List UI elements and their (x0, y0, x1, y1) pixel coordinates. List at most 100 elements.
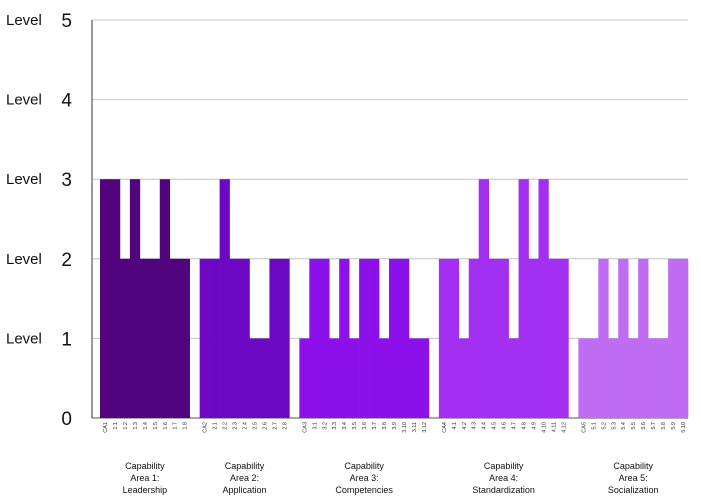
x-tick-3.4: 3.4 (342, 422, 348, 430)
x-tick-5.4: 5.4 (621, 422, 627, 430)
capability-area-1-label-line-3: Leadership (123, 485, 168, 495)
bar-CA1 (100, 179, 111, 418)
bar-4.9 (528, 258, 539, 418)
bar-1.6 (159, 179, 171, 418)
x-tick-3.1: 3.1 (312, 422, 318, 430)
y-tick-value-1: 1 (61, 329, 72, 350)
bar-2.2 (219, 179, 230, 418)
x-tick-4.12: 4.12 (561, 422, 567, 433)
bar-3.12 (418, 338, 430, 418)
x-tick-4.3: 4.3 (472, 422, 478, 430)
bar-2.4 (239, 258, 250, 418)
bar-2.6 (259, 338, 270, 418)
bar-4.7 (508, 338, 519, 418)
bar-3.9 (389, 258, 400, 418)
x-tick-CA3: CA3 (302, 422, 308, 433)
x-tick-3.5: 3.5 (352, 422, 358, 430)
bar-3.4 (339, 258, 350, 418)
capability-area-5-label-line-1: Capability (613, 461, 653, 471)
bar-1.4 (139, 258, 151, 418)
bar-3.2 (319, 258, 330, 418)
x-tick-5.10: 5.10 (681, 422, 687, 433)
bar-2.7 (269, 258, 280, 418)
x-tick-2.8: 2.8 (282, 422, 288, 430)
x-tick-5.1: 5.1 (591, 422, 597, 430)
x-tick-1.7: 1.7 (173, 422, 179, 430)
bar-3.7 (369, 258, 380, 418)
x-tick-4.1: 4.1 (452, 422, 458, 430)
x-tick-CA2: CA2 (203, 422, 209, 433)
x-tick-1.4: 1.4 (143, 422, 149, 430)
bar-4.5 (488, 258, 499, 418)
bar-CA2 (199, 258, 210, 418)
bar-5.6 (638, 258, 649, 418)
capability-area-4-label-line-3: Standardization (472, 485, 535, 495)
bar-1.3 (129, 179, 141, 418)
bar-5.9 (668, 258, 679, 418)
bar-4.3 (468, 258, 480, 418)
bars (100, 179, 689, 418)
x-tick-4.10: 4.10 (541, 422, 547, 433)
x-tick-3.11: 3.11 (412, 422, 418, 432)
bar-1.7 (169, 258, 181, 418)
x-tick-3.12: 3.12 (422, 422, 428, 433)
x-tick-4.7: 4.7 (512, 422, 518, 430)
bar-CA3 (299, 338, 310, 418)
x-tick-5.8: 5.8 (661, 422, 667, 430)
bar-1.1 (109, 179, 121, 418)
capability-area-3-label-line-3: Competencies (335, 485, 393, 495)
bar-4.8 (518, 179, 529, 418)
bar-5.8 (658, 338, 669, 418)
x-tick-2.1: 2.1 (213, 422, 219, 430)
bar-3.5 (349, 338, 360, 418)
x-tick-5.7: 5.7 (651, 422, 657, 430)
x-tick-1.2: 1.2 (123, 422, 129, 430)
capability-area-3-label-line-1: Capability (344, 461, 384, 471)
bar-4.1 (448, 258, 460, 418)
x-tick-3.9: 3.9 (392, 422, 398, 430)
bar-3.11 (408, 338, 420, 418)
x-tick-5.2: 5.2 (601, 422, 607, 430)
bar-1.8 (179, 258, 190, 418)
capability-area-4-label-line-2: Area 4: (489, 473, 518, 483)
y-tick-value-4: 4 (61, 91, 72, 112)
bar-4.12 (558, 258, 569, 418)
x-tick-2.3: 2.3 (233, 422, 239, 430)
bar-3.1 (309, 258, 320, 418)
capability-area-labels: Capability Area 1: Leadership Capability Are… (123, 461, 659, 495)
y-tick-word-3: Level (6, 171, 42, 188)
x-tick-labels: CA1 1.1 1.2 1.3 1.4 1.5 1.6 1.7 1.8 CA2 2.1 2.2 2.3 2… (103, 422, 687, 433)
bar-CA4 (438, 258, 450, 418)
bar-3.3 (329, 338, 340, 418)
bar-5.3 (608, 338, 619, 418)
capability-area-4-label-line-1: Capability (484, 461, 524, 471)
bar-2.8 (279, 258, 290, 418)
capability-area-1-label-line-2: Area 1: (130, 473, 159, 483)
bar-5.10 (678, 258, 689, 418)
bar-5.7 (648, 338, 659, 418)
bar-3.10 (398, 258, 410, 418)
x-tick-3.10: 3.10 (402, 422, 408, 433)
bar-2.3 (229, 258, 240, 418)
x-tick-5.9: 5.9 (671, 422, 677, 430)
bar-5.2 (598, 258, 609, 418)
x-tick-1.8: 1.8 (183, 422, 189, 430)
y-tick-value-2: 2 (61, 250, 72, 271)
capability-area-1-label-line-1: Capability (125, 461, 165, 471)
bar-2.5 (249, 338, 260, 418)
x-tick-4.8: 4.8 (522, 422, 528, 430)
y-axis: 0 Level 1 Level 2 Level 3 Level 4 Level 5 (6, 11, 688, 430)
y-tick-word-4: Level (6, 92, 42, 109)
bar-4.11 (548, 258, 559, 418)
x-tick-3.8: 3.8 (382, 422, 388, 430)
bar-5.5 (628, 338, 639, 418)
capability-area-5-label-line-3: Socialization (608, 485, 659, 495)
y-tick-word-2: Level (6, 251, 42, 268)
bar-5.1 (588, 338, 599, 418)
bar-2.1 (209, 258, 220, 418)
capability-area-2-label-line-2: Area 2: (230, 473, 259, 483)
x-tick-1.5: 1.5 (153, 422, 159, 430)
x-tick-3.6: 3.6 (362, 422, 368, 430)
y-tick-word-1: Level (6, 330, 42, 347)
